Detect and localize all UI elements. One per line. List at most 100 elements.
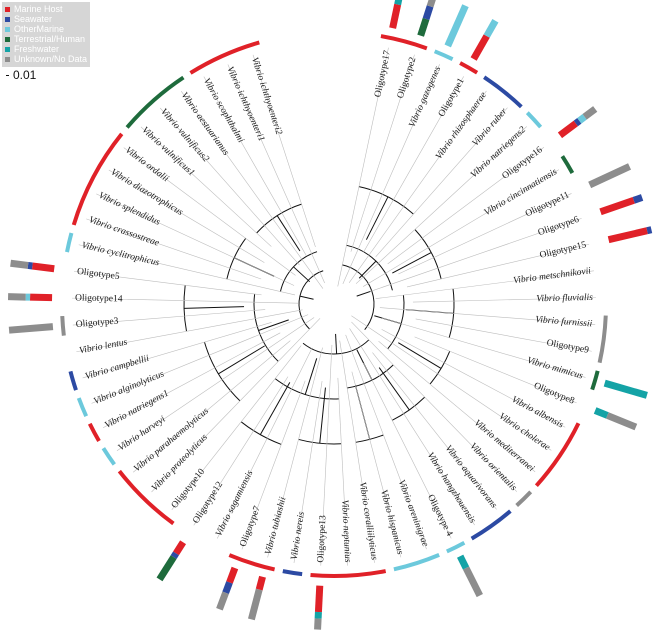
habitat-bar-segment (222, 581, 233, 594)
habitat-bar-segment (603, 379, 648, 399)
habitat-bar-segment (646, 226, 653, 235)
tip-label: Vibrio hispanicus (378, 489, 405, 556)
tip-leader-line (412, 297, 596, 303)
tree-stem (304, 358, 318, 395)
tip-label: Oligotype2 (396, 56, 419, 100)
tip-leader-line (320, 344, 333, 566)
habitat-ring-arc (310, 569, 387, 578)
habitat-ring-arc (65, 232, 74, 253)
habitat-bar-segment (27, 261, 33, 270)
habitat-ring-arc (60, 315, 66, 336)
legend-swatch (5, 6, 10, 12)
legend-item-unknown: Unknown/No Data (5, 54, 87, 64)
habitat-bar-segment (170, 551, 179, 559)
tip-leader-line (82, 322, 272, 379)
tip-leader-line (337, 47, 389, 287)
tip-leader-line (337, 377, 349, 566)
tip-leader-line (363, 362, 452, 539)
tree-stem (293, 266, 311, 283)
tree-stem (392, 252, 432, 274)
tree-stem (218, 345, 265, 375)
tip-leader-line (379, 307, 596, 325)
habitat-bar-segment (470, 34, 490, 61)
tip-leader-line (339, 340, 375, 563)
habitat-ring-arc (560, 155, 575, 174)
habitat-ring-arc (590, 370, 600, 391)
tip-label: Vibrio proteolyticus (150, 432, 210, 493)
tree-stem (299, 295, 314, 300)
tip-leader-line (348, 90, 487, 284)
tip-label: Vibrio neptunius (339, 500, 352, 564)
tip-leader-line (375, 270, 594, 299)
tip-label: Oligotype8 (532, 381, 576, 406)
tip-leader-line (74, 270, 262, 296)
tip-label: Oligotype6 (537, 215, 581, 238)
tip-leader-line (381, 329, 566, 428)
habitat-ring-arc (446, 540, 466, 554)
habitat-bar-segment (314, 585, 324, 613)
legend-swatch (5, 56, 10, 62)
tree-branches (183, 186, 455, 445)
legend-swatch (5, 26, 10, 32)
tip-leader-line (227, 64, 325, 284)
tip-leader-line (387, 146, 545, 265)
tip-leader-line (355, 126, 527, 284)
tip-leader-line (171, 345, 302, 510)
tip-label: Vibrio cincinnatiensis (483, 167, 560, 218)
habitat-bar-segment (173, 540, 187, 556)
legend-swatch (5, 36, 10, 42)
tip-label: Vibrio lentus (78, 338, 128, 357)
tip-leader-line (378, 340, 536, 473)
habitat-bar-segment (394, 0, 403, 6)
tree-stem (378, 367, 410, 411)
tree-stem (356, 290, 372, 297)
tip-leader-line (123, 147, 296, 276)
tip-leader-line (415, 318, 592, 352)
tree-clade-arc (298, 270, 324, 330)
tip-leader-line (72, 297, 299, 304)
tip-leader-line (252, 54, 316, 248)
legend-item-marine-host: Marine Host (5, 4, 87, 14)
habitat-bar-segment (573, 117, 582, 127)
habitat-ring-arc (228, 553, 276, 572)
tip-label: Oligotype1 (437, 76, 467, 118)
tip-label: Vibrio nereis (290, 511, 307, 561)
tip-leader-line (86, 218, 262, 280)
tip-leader-line (342, 64, 440, 284)
habitat-bar-segment (389, 3, 402, 29)
tip-leader-line (398, 193, 572, 275)
tree-stem (398, 342, 442, 369)
tip-leader-line (159, 107, 300, 266)
tip-leader-line (91, 314, 309, 404)
legend-item-seawater: Seawater (5, 14, 87, 24)
tip-leader-line (351, 371, 402, 558)
tip-label: Vibrio hangzhouensis (425, 451, 478, 526)
tip-label: Vibrio metschnikovii (513, 266, 592, 286)
tip-leader-line (350, 54, 415, 252)
habitat-bar-segment (607, 227, 648, 244)
tip-label: Vibrio aquarivorans (443, 444, 499, 511)
habitat-ring-arc (459, 61, 479, 75)
tip-leader-line (72, 309, 266, 326)
legend-swatch (5, 46, 10, 52)
tip-label: Oligotype14 (75, 293, 123, 304)
habitat-bar-segment (248, 588, 263, 621)
habitat-ring-arc (76, 397, 89, 417)
tip-leader-line (293, 381, 323, 563)
habitat-bar-segment (632, 194, 644, 204)
habitat-ring (60, 34, 608, 578)
habitat-ring-arc (433, 49, 454, 62)
tip-label: Vibrio tubiashii (264, 496, 289, 556)
habitat-ring-arc (68, 370, 78, 391)
habitat-ring-arc (125, 75, 185, 129)
legend-label: Unknown/No Data (14, 54, 88, 64)
tip-label: Vibrio mimicus (526, 356, 584, 382)
habitat-bar-segment (216, 591, 229, 611)
scale-bar: 0.01 (6, 68, 36, 82)
habitat-ring-arc (393, 553, 440, 572)
tip-label: Oligotype17 (373, 49, 393, 98)
tip-label: Oligotype13 (316, 515, 328, 563)
tip-label: Oligotype15 (539, 240, 588, 261)
scale-bar-label: 0.01 (13, 68, 37, 82)
tip-leader-line (362, 76, 464, 253)
